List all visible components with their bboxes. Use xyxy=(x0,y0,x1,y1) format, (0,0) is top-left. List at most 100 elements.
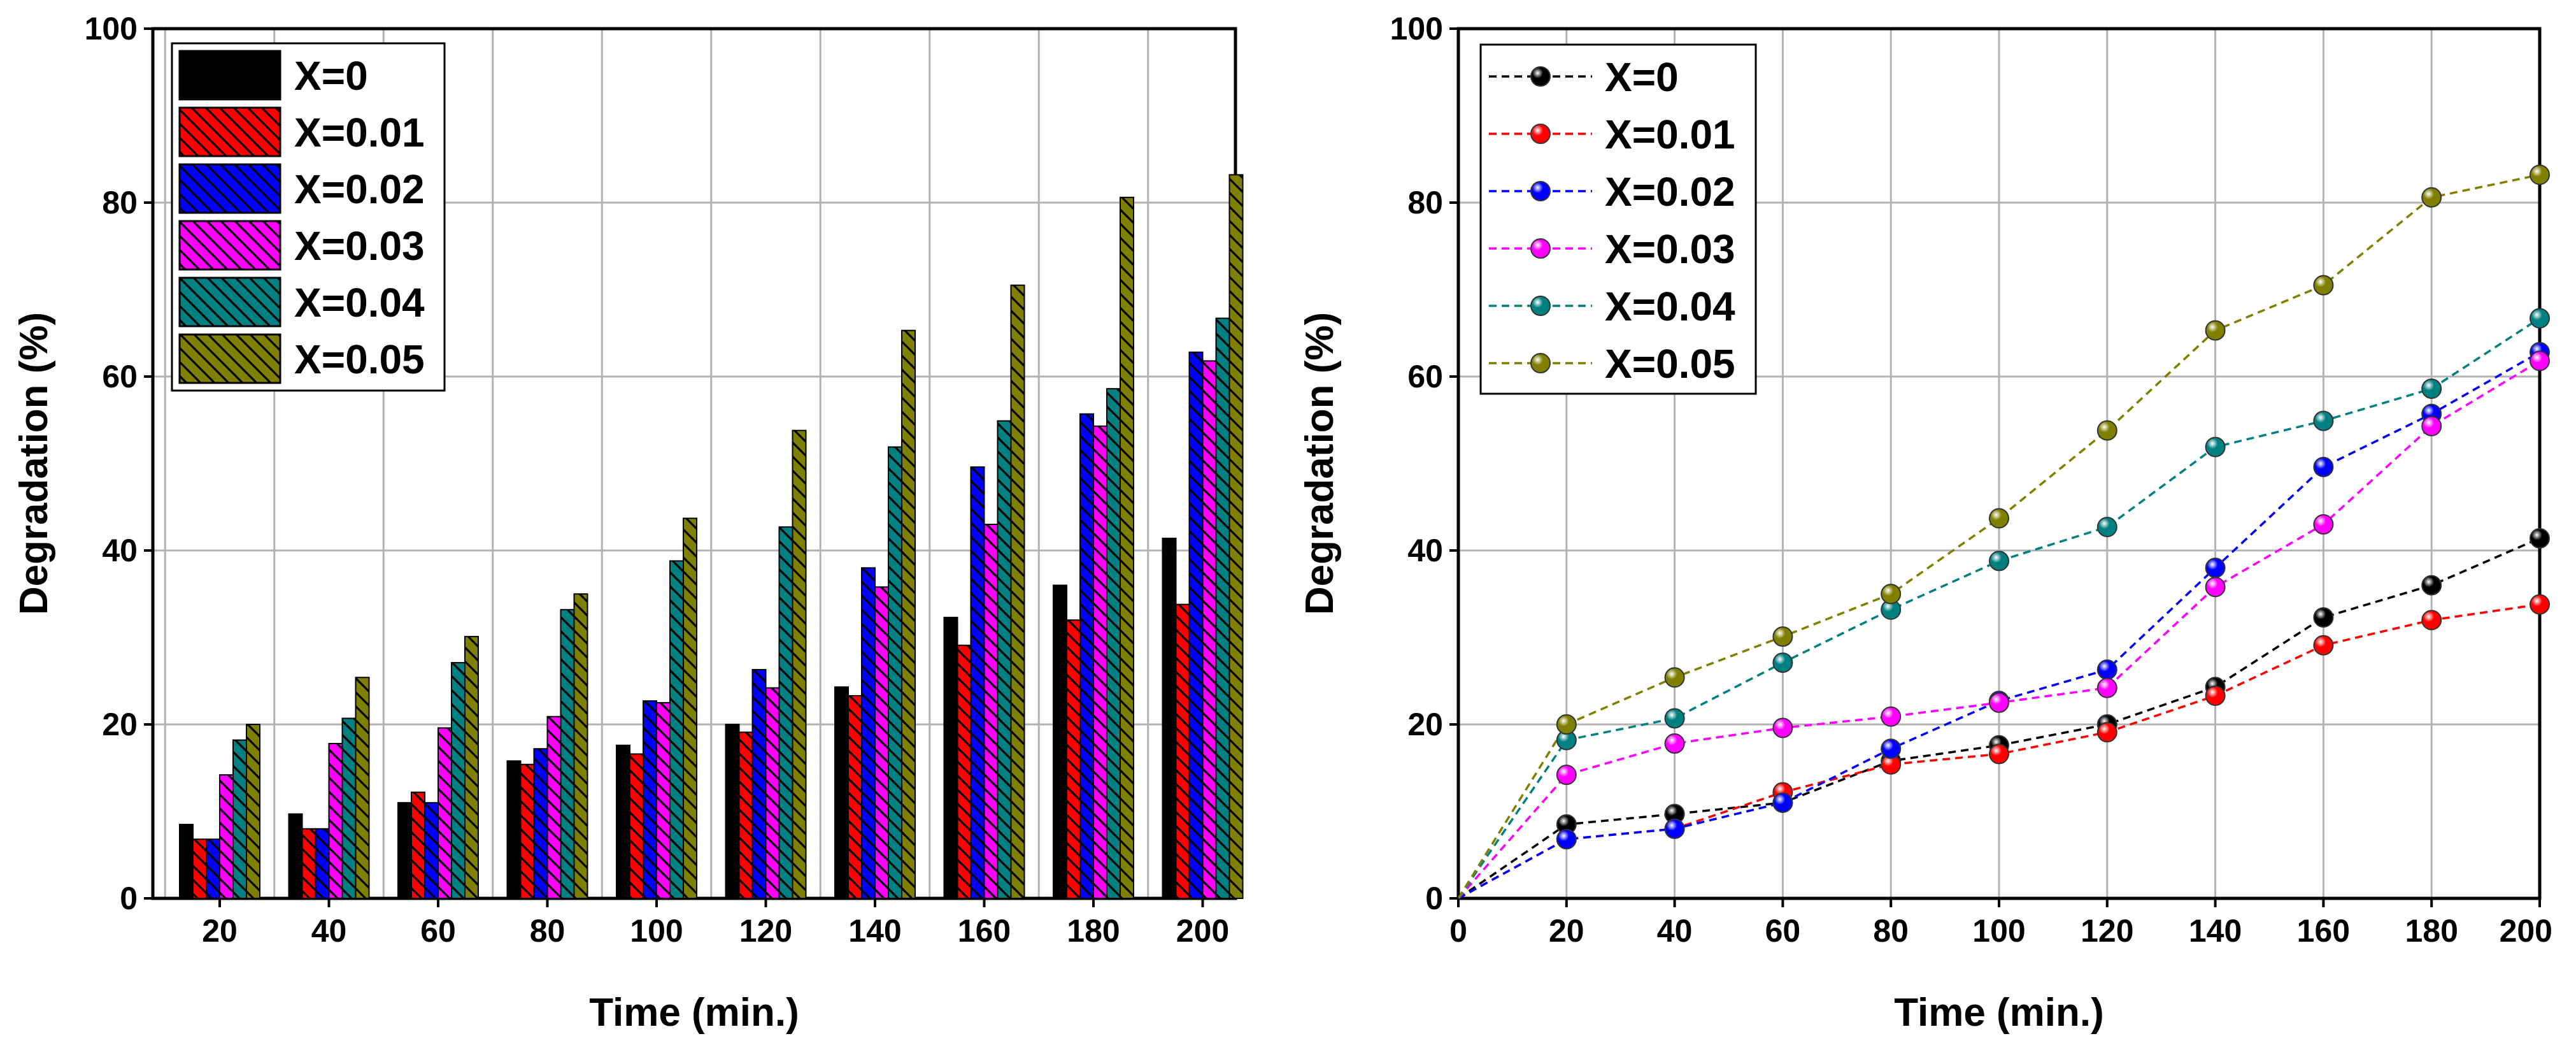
y-axis-title: Degradation (%) xyxy=(1298,312,1342,615)
bar xyxy=(315,828,330,900)
bar xyxy=(560,608,575,899)
data-point xyxy=(1772,717,1793,738)
data-point xyxy=(1989,508,2009,529)
x-tick-label: 200 xyxy=(2500,913,2552,949)
series-line xyxy=(1457,173,2540,899)
legend: X=0 X=0.01 X=0.02 X=0.03 X=0.04 X=0.05 xyxy=(171,42,446,392)
bar xyxy=(1093,425,1107,899)
legend-box xyxy=(1479,43,1757,395)
data-point xyxy=(2313,635,2334,656)
bar xyxy=(411,791,425,899)
bar xyxy=(669,560,684,899)
bar xyxy=(288,813,303,899)
data-point xyxy=(1989,550,2009,572)
data-point xyxy=(1556,714,1577,735)
bar xyxy=(192,838,207,900)
bar xyxy=(232,739,247,899)
legend-marker xyxy=(1530,296,1551,316)
x-tick-label: 40 xyxy=(311,913,347,949)
data-point xyxy=(2530,350,2550,371)
x-tick-label: 140 xyxy=(848,913,901,949)
legend-swatch xyxy=(178,163,281,214)
bar xyxy=(861,567,876,899)
legend-marker xyxy=(1530,353,1551,373)
bar xyxy=(1106,388,1121,899)
data-point xyxy=(1772,652,1793,673)
y-tick-label: 40 xyxy=(1407,533,1443,568)
data-point xyxy=(1556,829,1577,850)
bar xyxy=(656,701,671,899)
x-tick-label: 180 xyxy=(1067,913,1120,949)
legend-marker xyxy=(1530,124,1551,144)
y-tick-label: 60 xyxy=(1407,359,1443,394)
bar xyxy=(997,420,1012,899)
bar xyxy=(451,662,466,899)
x-tick-label: 160 xyxy=(2297,913,2350,949)
legend-swatch xyxy=(178,333,281,384)
legend-label: X=0.01 xyxy=(294,110,425,155)
bar xyxy=(506,760,522,899)
data-point xyxy=(2313,275,2334,296)
bar xyxy=(834,686,849,900)
data-point xyxy=(2096,677,2117,698)
bar xyxy=(1079,413,1094,899)
bar xyxy=(943,617,958,899)
bar xyxy=(219,774,234,900)
data-point xyxy=(2421,378,2442,399)
bar xyxy=(725,724,740,899)
bar xyxy=(874,586,889,900)
series-line xyxy=(1458,351,2540,900)
data-point xyxy=(1881,584,1902,605)
bar xyxy=(848,694,862,899)
legend-label: X=0.02 xyxy=(294,166,425,212)
data-point xyxy=(2205,577,2226,598)
data-point xyxy=(2530,528,2550,549)
bar xyxy=(1053,584,1067,899)
bar-chart: 0 20 40 60 80 100 20 40 60 80 100 120 140 160 180 200 Ti… xyxy=(12,11,1244,1035)
bar xyxy=(1010,284,1025,899)
x-tick-label: 40 xyxy=(1657,913,1693,949)
bar xyxy=(328,743,343,900)
legend: X=0 X=0.01 X=0.02 X=0.03 X=0.04 X=0.05 xyxy=(1479,43,1757,395)
x-tick-label: 80 xyxy=(530,913,566,949)
data-point xyxy=(1664,733,1685,754)
data-point xyxy=(2313,410,2334,431)
data-point xyxy=(1989,744,2009,765)
data-point xyxy=(2313,456,2334,477)
bar xyxy=(1202,360,1217,899)
legend-label: X=0.04 xyxy=(294,280,425,326)
y-tick-label: 60 xyxy=(102,359,138,394)
bar xyxy=(179,823,194,899)
bar xyxy=(533,748,548,899)
legend-swatch xyxy=(178,220,281,271)
data-point xyxy=(1989,692,2009,713)
y-tick-label: 0 xyxy=(120,881,138,916)
legend-label: X=0.05 xyxy=(1605,341,1735,387)
data-point xyxy=(2421,187,2442,208)
bar xyxy=(629,753,644,900)
y-axis-title: Degradation (%) xyxy=(12,312,56,615)
line-chart: 0 20 40 60 80 100 0 20 40 60 80 100 120 140 160 180 200 T… xyxy=(1298,11,2552,1035)
bar xyxy=(424,802,439,899)
legend-label: X=0.03 xyxy=(1605,226,1735,272)
data-point xyxy=(1556,765,1577,786)
data-point xyxy=(2096,420,2117,441)
bar xyxy=(901,329,916,899)
y-tick-label: 40 xyxy=(102,533,138,568)
bar xyxy=(957,644,972,899)
bar xyxy=(1162,537,1177,899)
data-point xyxy=(2530,308,2550,329)
x-tick-label: 0 xyxy=(1449,913,1467,949)
x-tick-label: 60 xyxy=(420,913,456,949)
bar xyxy=(464,636,479,899)
bar xyxy=(206,838,220,900)
data-point xyxy=(2313,514,2334,535)
y-tick-label: 100 xyxy=(1390,11,1443,47)
data-point xyxy=(1772,792,1793,813)
legend-swatch xyxy=(178,277,281,327)
bar xyxy=(765,687,780,900)
y-tick-label: 20 xyxy=(1407,707,1443,742)
bar xyxy=(397,802,412,899)
data-point xyxy=(2205,436,2226,457)
